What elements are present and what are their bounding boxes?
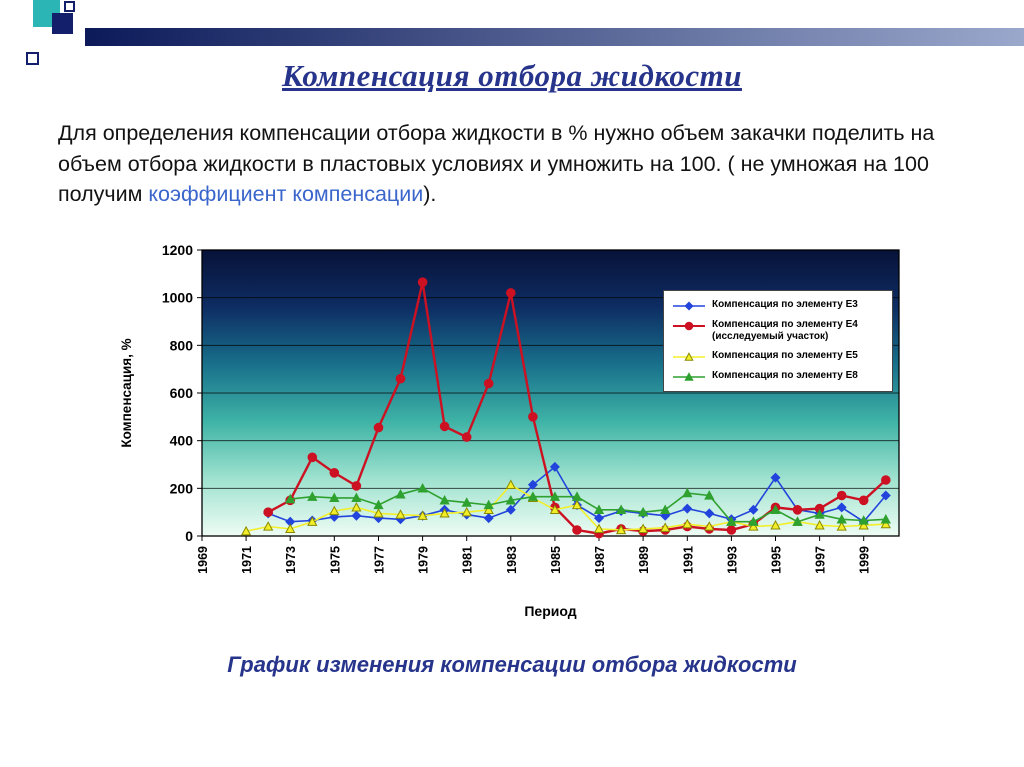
svg-text:1969: 1969 [196,546,210,574]
svg-text:1983: 1983 [505,546,519,574]
page-title: Компенсация отбора жидкости [282,58,742,93]
svg-text:1989: 1989 [637,546,651,574]
legend-item: Компенсация по элементу Е5 [672,350,884,363]
legend-label: Компенсация по элементу Е4 (исследуемый … [712,319,858,342]
legend-item: Компенсация по элементу Е3 [672,299,884,312]
highlight-text: коэффициент компенсации [148,182,424,207]
svg-text:1979: 1979 [417,546,431,574]
svg-text:1000: 1000 [162,290,193,306]
svg-text:1997: 1997 [814,546,828,574]
svg-text:1999: 1999 [858,546,872,574]
svg-text:Период: Период [524,603,576,619]
legend-marker-icon [672,319,706,332]
legend-label: Компенсация по элементу Е8 [712,370,858,381]
svg-text:1995: 1995 [770,546,784,574]
decor-navy-square [52,13,73,34]
svg-text:200: 200 [170,480,194,496]
decor-small-white-square-left [26,52,39,65]
svg-text:1981: 1981 [461,546,475,574]
legend-marker-icon [672,299,706,312]
svg-text:1987: 1987 [593,546,607,574]
chart-svg-wrap: 0 200 400 600 800 1000 1200 1969 1971 1973 1975 197… [107,238,917,633]
svg-text:1985: 1985 [549,546,563,574]
svg-text:1993: 1993 [725,546,739,574]
legend-item: Компенсация по элементу Е8 [672,370,884,383]
svg-text:600: 600 [170,385,194,401]
paragraph-text: Для определения компенсации отбора жидко… [58,121,935,207]
chart-legend: Компенсация по элементу Е3 Компенсация по… [663,290,893,392]
chart-caption: График изменения компенсации отбора жидк… [227,652,797,677]
decor-top-bar [85,28,1024,46]
svg-text:400: 400 [170,433,194,449]
chart: 0 200 400 600 800 1000 1200 1969 1971 1973 1975 197… [107,238,917,628]
legend-marker-icon [672,350,706,363]
decor-small-white-square-top [64,1,75,12]
svg-text:1975: 1975 [328,546,342,574]
svg-text:1973: 1973 [284,546,298,574]
svg-text:1977: 1977 [373,546,387,574]
svg-text:1971: 1971 [240,546,254,574]
legend-marker-icon [672,370,706,383]
svg-text:Компенсация, %: Компенсация, % [119,338,134,447]
body-paragraph: Для определения компенсации отбора жидко… [58,118,966,210]
legend-label: Компенсация по элементу Е3 [712,299,858,310]
legend-label: Компенсация по элементу Е5 [712,350,858,361]
svg-text:0: 0 [185,528,193,544]
paragraph-text-after: ). [423,182,437,207]
svg-text:1991: 1991 [681,546,695,574]
svg-text:800: 800 [170,337,194,353]
chart-svg: 0 200 400 600 800 1000 1200 1969 1971 1973 1975 197… [119,242,900,619]
svg-text:1200: 1200 [162,242,193,258]
legend-item: Компенсация по элементу Е4 (исследуемый … [672,319,884,343]
